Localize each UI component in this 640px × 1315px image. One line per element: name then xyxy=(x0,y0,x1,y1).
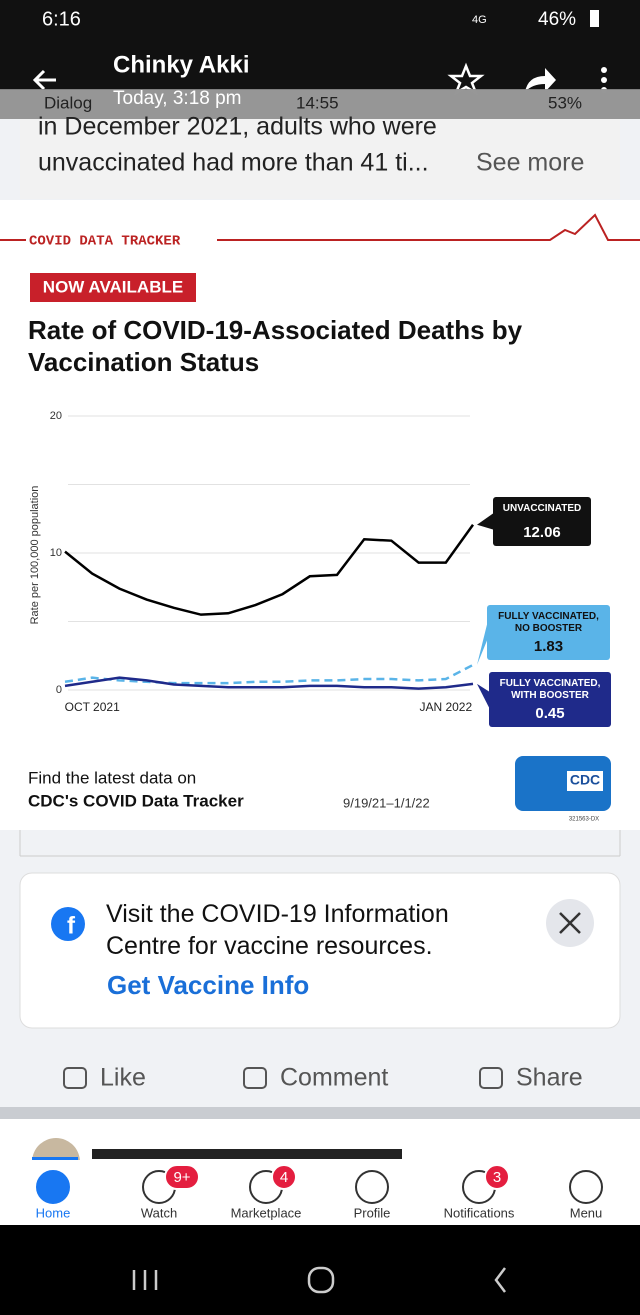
nav-badge-text: 9+ xyxy=(173,1169,190,1186)
vaccine-link[interactable]: Get Vaccine Info xyxy=(107,970,309,1000)
y-tick-label: 0 xyxy=(56,684,62,696)
value-label-box xyxy=(487,605,610,660)
series-name: FULLY VACCINATED, NO BOOSTER xyxy=(498,611,599,634)
banner-rule xyxy=(217,213,640,241)
nav-icon[interactable] xyxy=(36,1170,70,1204)
clock: 6:16 xyxy=(42,8,81,30)
post-author: Chinky Akki xyxy=(113,51,250,78)
nav-icon[interactable] xyxy=(569,1170,603,1204)
post-text: in December 2021, adults who were xyxy=(38,113,437,141)
action-icon xyxy=(243,1067,267,1089)
series-line xyxy=(64,676,474,690)
chart-title: Rate of COVID-19-Associated Deaths by Va… xyxy=(28,315,523,377)
facebook-icon xyxy=(51,907,85,941)
value-label: 0.45 xyxy=(535,705,564,722)
series-line xyxy=(64,524,475,616)
facebook-icon-f: f xyxy=(67,912,76,939)
nav-label[interactable]: Notifications xyxy=(444,1205,515,1220)
post-time: Today, 3:18 pm xyxy=(113,88,242,109)
x-tick-label: OCT 2021 xyxy=(65,700,120,714)
nav-label[interactable]: Marketplace xyxy=(231,1205,302,1220)
overlay-carrier: Dialog xyxy=(44,93,92,112)
nav-badge-text: 3 xyxy=(493,1169,501,1186)
y-tick-label: 10 xyxy=(50,547,62,559)
next-post-author xyxy=(92,1149,402,1159)
info-text-box: Visit the COVID-19 Information Centre fo… xyxy=(106,900,449,960)
series-name-box: FULLY VACCINATED, NO BOOSTER xyxy=(498,611,599,634)
series-name-box: FULLY VACCINATED, WITH BOOSTER xyxy=(499,678,601,701)
share-button[interactable] xyxy=(525,68,556,92)
overlay-battery: 53% xyxy=(548,93,582,112)
nav-label[interactable]: Watch xyxy=(141,1205,177,1220)
home-button[interactable] xyxy=(307,1266,335,1294)
date-range: 9/19/21–1/1/22 xyxy=(343,795,430,810)
system-nav xyxy=(0,1225,640,1315)
nav-label[interactable]: Menu xyxy=(570,1205,603,1220)
series-line xyxy=(64,663,474,685)
see-more[interactable]: See more xyxy=(476,149,584,177)
nav-label[interactable]: Profile xyxy=(354,1205,391,1220)
action-button[interactable]: Comment xyxy=(280,1064,388,1092)
bottom-nav xyxy=(0,1160,640,1225)
plot: 0 10 20 OCT 2021 JAN 2022 UNVACCINATED 12.06 FU… xyxy=(50,410,611,727)
nav-icon[interactable] xyxy=(355,1170,389,1204)
post-text-box xyxy=(20,119,620,199)
nav-badge xyxy=(164,1164,200,1190)
separator xyxy=(0,1107,640,1119)
battery: 46% xyxy=(538,9,576,30)
x-tick-label: JAN 2022 xyxy=(419,700,472,714)
overlay-time: 14:55 xyxy=(296,93,339,112)
battery-icon xyxy=(590,10,599,27)
cdc-logo-text: CDC xyxy=(570,772,600,788)
nav-label[interactable]: Home xyxy=(36,1205,71,1220)
post-text: unvaccinated had more than 41 ti... xyxy=(38,149,429,177)
nav-indicator xyxy=(32,1157,78,1160)
image-code: 321563-DX xyxy=(569,817,599,823)
actions: Like Comment Share xyxy=(63,1064,583,1092)
value-label-pointer xyxy=(477,683,489,708)
cdc-logo xyxy=(515,756,611,811)
nav-items: Home Watch 9+ Marketplace 4 Profile Notificati… xyxy=(36,1164,603,1220)
chart-title-box: Rate of COVID-19-Associated Deaths by Va… xyxy=(28,315,523,377)
value-label-box xyxy=(489,672,611,727)
value-label-box xyxy=(493,497,591,546)
footer-text: CDC's COVID Data Tracker xyxy=(28,791,244,810)
nav-badge xyxy=(484,1164,510,1190)
badge xyxy=(30,273,196,302)
nav-badge xyxy=(271,1164,297,1190)
value-label: 1.83 xyxy=(534,638,563,655)
action-button[interactable]: Like xyxy=(100,1064,146,1092)
value-label-pointer xyxy=(477,624,487,665)
close-icon xyxy=(559,912,581,934)
y-axis-label: Rate per 100,000 population xyxy=(29,486,41,625)
action-icon xyxy=(63,1067,87,1089)
badge-text: NOW AVAILABLE xyxy=(43,277,183,296)
nav-badge-text: 4 xyxy=(280,1169,288,1186)
series-name: FULLY VACCINATED, WITH BOOSTER xyxy=(499,678,601,701)
footer-text: Find the latest data on xyxy=(28,768,196,787)
recents-button[interactable] xyxy=(132,1270,158,1290)
series-name: UNVACCINATED xyxy=(502,503,582,514)
value-label-pointer xyxy=(477,513,493,530)
back-button[interactable] xyxy=(32,69,56,91)
y-tick-label: 20 xyxy=(50,410,62,422)
action-icon xyxy=(479,1067,503,1089)
action-button[interactable]: Share xyxy=(516,1064,583,1092)
cdc-logo-box xyxy=(567,771,603,791)
value-label: 12.06 xyxy=(523,524,561,541)
star-button[interactable] xyxy=(447,62,485,96)
info-card xyxy=(19,872,621,1029)
overlay-status-bg xyxy=(0,89,640,119)
network: 4G xyxy=(472,14,487,26)
status-bar-bg xyxy=(0,0,640,90)
info-text: Visit the COVID-19 Information Centre fo… xyxy=(106,900,449,960)
series-name-box: UNVACCINATED xyxy=(502,503,582,514)
back-button[interactable] xyxy=(494,1267,506,1293)
tracker-banner: COVID DATA TRACKER xyxy=(29,234,181,250)
